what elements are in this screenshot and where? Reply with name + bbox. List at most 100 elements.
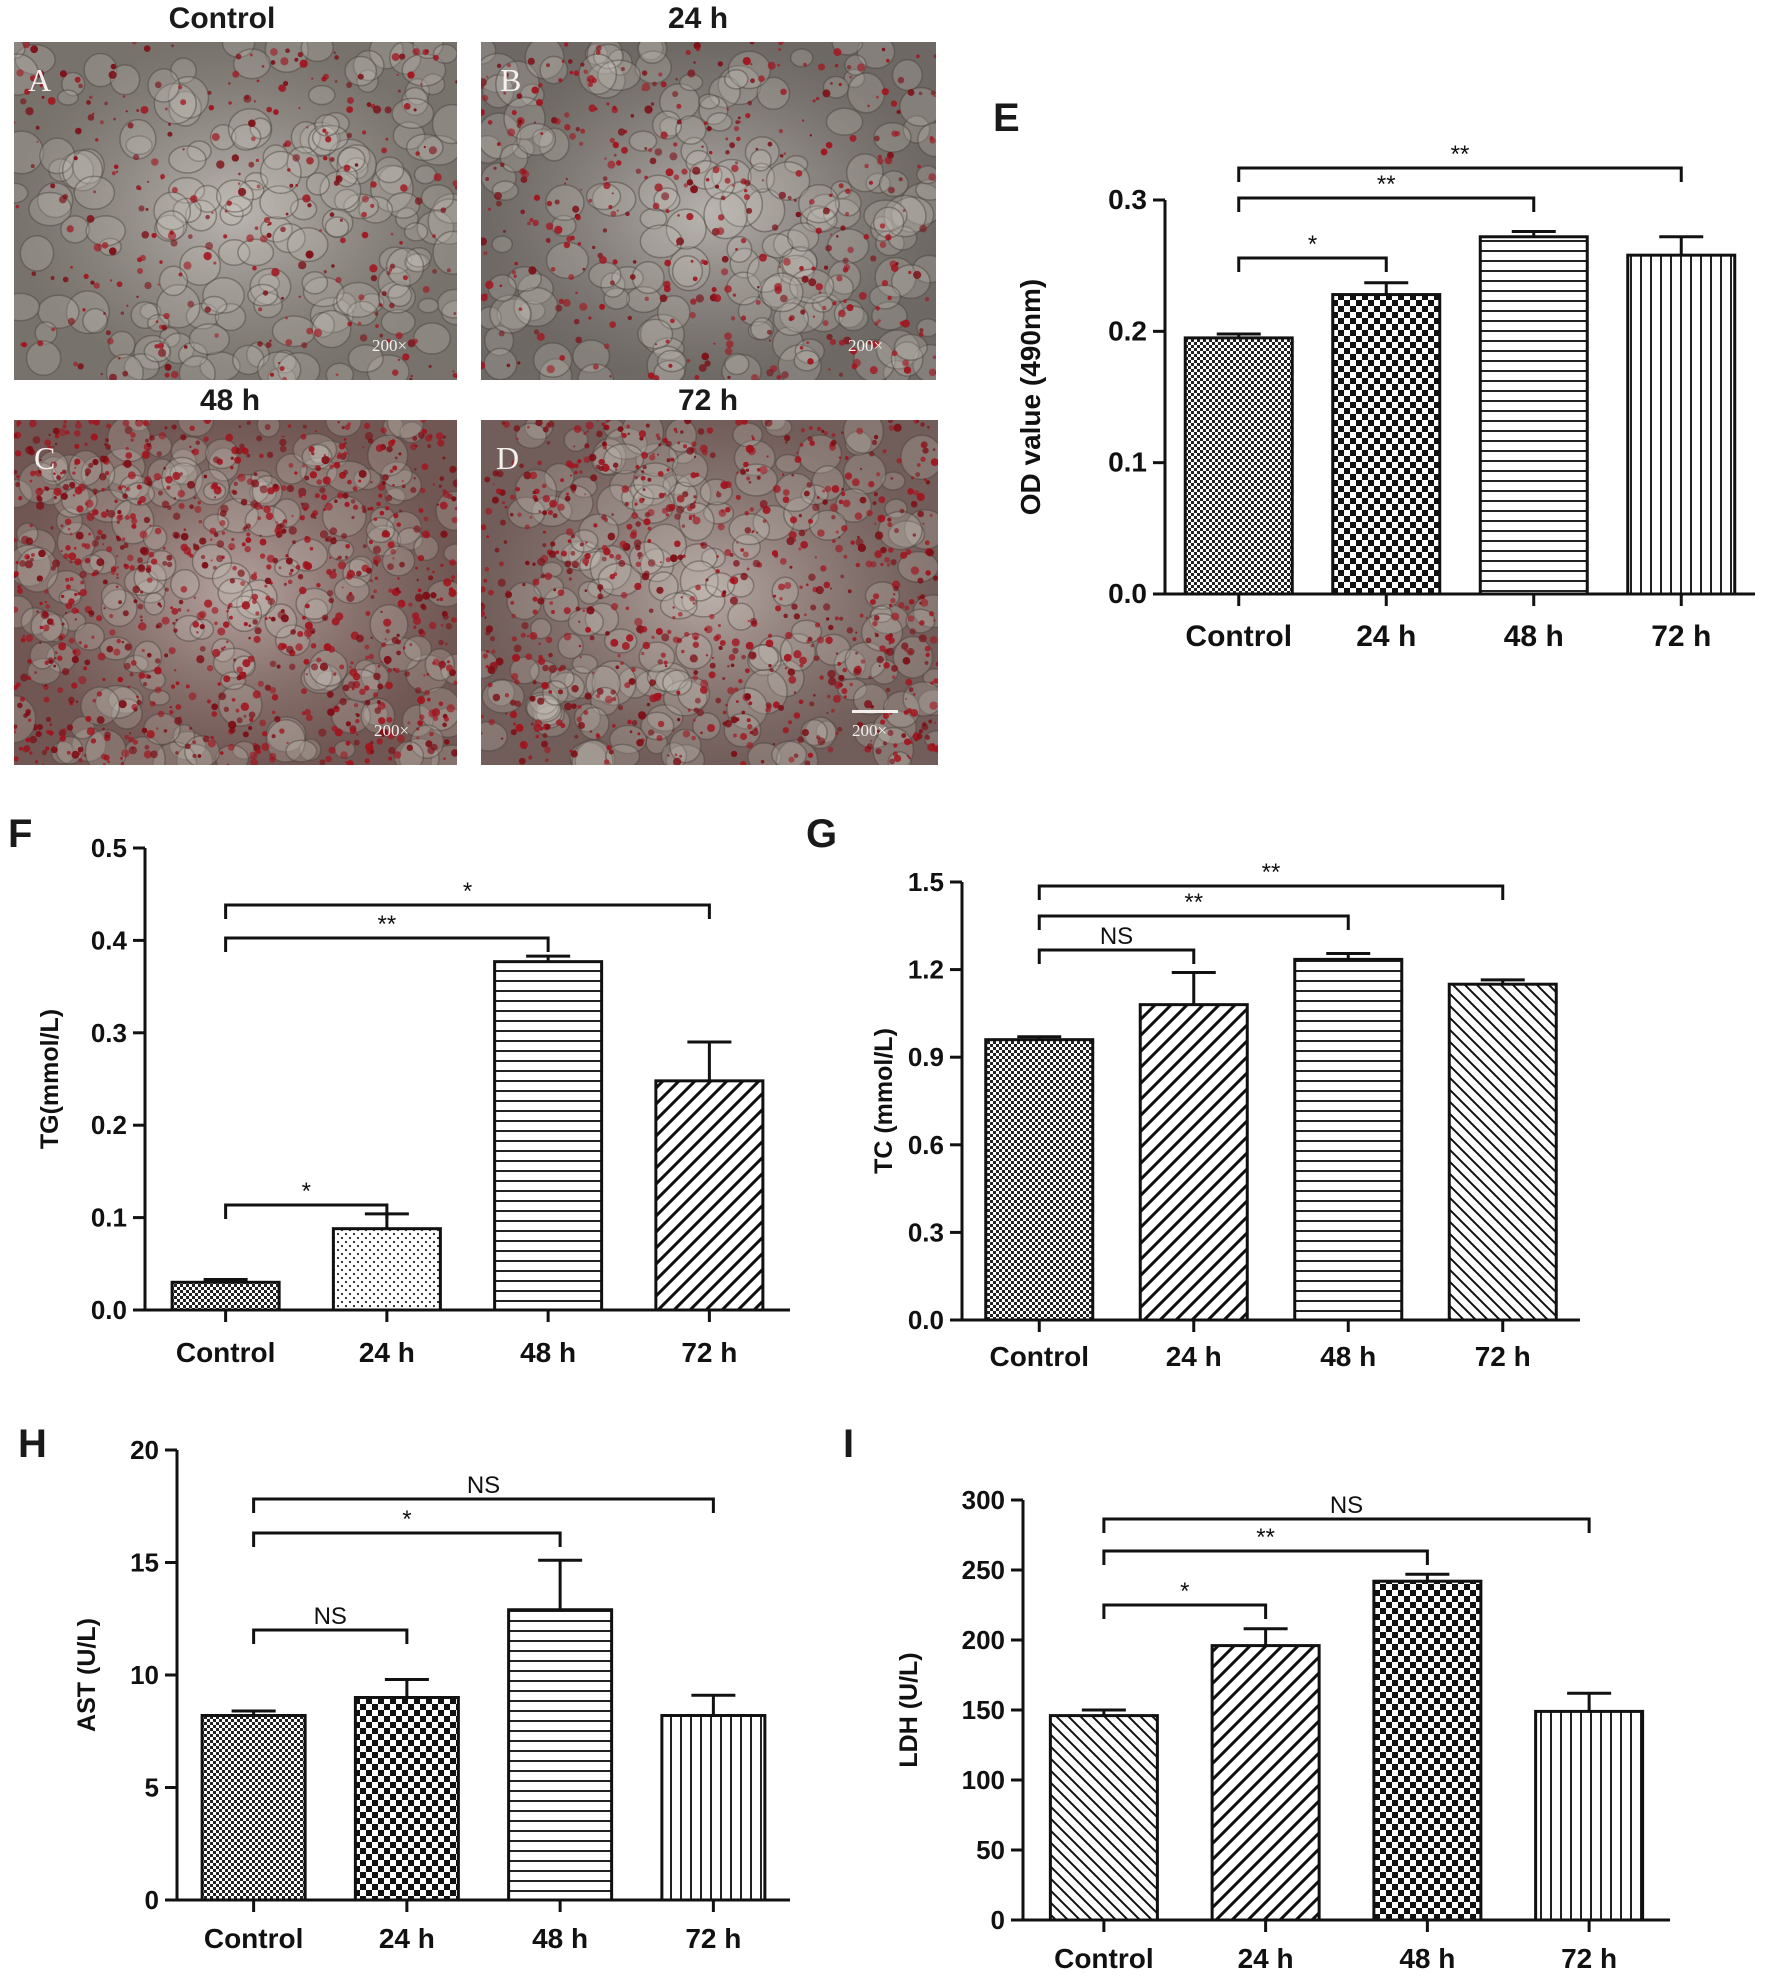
bar: [1478, 235, 1589, 596]
significance-bracket: [252, 1497, 715, 1513]
chart-g: 0.0 0.3 0.6 0.9 1.2 1.5 TC (mmol/L) Control 24 h…: [870, 859, 1580, 1372]
bar: [507, 1608, 614, 1902]
y-tick-label: 0.5: [91, 833, 127, 863]
y-axis-label: OD value (490nm): [1015, 279, 1046, 516]
panel-letter-e: E: [993, 96, 1020, 140]
significance-label: NS: [1330, 1492, 1363, 1519]
bar: [1138, 1003, 1249, 1322]
y-tick-label: 200: [962, 1625, 1005, 1655]
significance-label: *: [463, 878, 472, 905]
bar: [1048, 1714, 1159, 1922]
y-tick-label: 0.4: [91, 925, 128, 955]
y-tick-label: 0.0: [908, 1305, 944, 1335]
x-tick-label: 72 h: [681, 1337, 737, 1368]
significance-bracket: [1037, 914, 1350, 930]
y-tick-label: 20: [130, 1435, 159, 1465]
y-tick-label: 50: [976, 1835, 1005, 1865]
bar: [200, 1714, 307, 1902]
significance-label: **: [1256, 1524, 1275, 1551]
significance-bracket: [1237, 166, 1683, 182]
x-tick-label: 72 h: [1651, 620, 1711, 653]
bar: [660, 1714, 767, 1902]
x-tick-label: Control: [176, 1337, 276, 1368]
significance-bracket: [224, 903, 711, 919]
y-tick-label: 10: [130, 1660, 159, 1690]
micrograph-c: [14, 420, 457, 765]
x-tick-label: 24 h: [379, 1923, 435, 1954]
significance-bracket: [1102, 1549, 1429, 1565]
micrograph-letter-b: B: [500, 62, 522, 98]
bar: [331, 1227, 442, 1312]
scale-bar: [852, 710, 898, 713]
chart-f: 0.0 0.1 0.2 0.3 0.4 0.5 TG(mmol/L) Control 24 h 4…: [36, 833, 790, 1368]
significance-label: **: [378, 911, 397, 938]
panel-letter-h: H: [18, 1422, 47, 1466]
x-tick-label: 72 h: [685, 1923, 741, 1954]
bar: [1534, 1709, 1645, 1922]
significance-bracket: [1237, 196, 1536, 212]
significance-bracket: [252, 1628, 409, 1644]
bar: [1331, 293, 1442, 596]
significance-label: *: [402, 1506, 411, 1533]
significance-label: *: [1180, 1578, 1189, 1605]
y-tick-label: 0.6: [908, 1130, 944, 1160]
y-tick-label: 0.2: [91, 1110, 127, 1140]
significance-label: NS: [1100, 923, 1133, 950]
y-tick-label: 0.1: [91, 1203, 127, 1233]
chart-e: 0.0 0.1 0.2 0.3 OD value (490nm) Control 24 h 4…: [1015, 141, 1755, 653]
significance-bracket: [224, 936, 550, 952]
significance-label: NS: [314, 1603, 347, 1630]
y-tick-label: 0.9: [908, 1042, 944, 1072]
y-tick-label: 300: [962, 1485, 1005, 1515]
significance-label: *: [302, 1178, 311, 1205]
y-tick-label: 0.3: [908, 1217, 944, 1247]
x-tick-label: 48 h: [1320, 1341, 1376, 1372]
y-tick-label: 150: [962, 1695, 1005, 1725]
x-tick-label: 24 h: [1356, 620, 1416, 653]
significance-bracket: [1037, 884, 1505, 900]
y-tick-label: 5: [145, 1773, 159, 1803]
x-tick-label: 48 h: [1504, 620, 1564, 653]
y-tick-label: 100: [962, 1765, 1005, 1795]
significance-label: **: [1262, 859, 1281, 886]
x-tick-label: Control: [1185, 620, 1292, 653]
panel-letter-f: F: [8, 812, 33, 856]
micrograph-title-a: Control: [168, 2, 276, 35]
y-tick-label: 0: [991, 1905, 1005, 1935]
x-tick-label: Control: [1054, 1943, 1154, 1974]
x-tick-label: 72 h: [1475, 1341, 1531, 1372]
significance-label: **: [1377, 171, 1396, 198]
significance-bracket: [224, 1203, 389, 1219]
significance-bracket: [1037, 948, 1196, 964]
chart-i: 0 50 100 150 200 250 300 LDH (U/L) Control 24 h 48…: [895, 1485, 1670, 1974]
micrograph-d: [481, 420, 938, 765]
significance-label: **: [1451, 141, 1470, 168]
bar: [984, 1038, 1095, 1322]
micrograph-letter-c: C: [34, 440, 56, 476]
bar: [1210, 1644, 1321, 1922]
bar: [170, 1280, 281, 1312]
y-tick-label: 0.3: [91, 1018, 127, 1048]
micrograph-letter-d: D: [496, 440, 520, 476]
micrograph-letter-a: A: [28, 62, 52, 98]
magnification-label-c: 200×: [374, 721, 410, 740]
micrograph-title-b: 24 h: [667, 2, 729, 35]
y-tick-label: 1.2: [908, 955, 944, 985]
magnification-label-a: 200×: [372, 336, 408, 355]
bar: [654, 1079, 765, 1312]
panel-letter-g: G: [806, 812, 838, 856]
x-tick-label: 24 h: [1166, 1341, 1222, 1372]
bar: [1183, 336, 1294, 596]
bar: [1626, 253, 1737, 596]
chart-h: 0 5 10 15 20 AST (U/L) Control 24 h 48 h 72 h NS * N…: [73, 1435, 790, 1954]
micrograph-a: [14, 42, 457, 380]
y-tick-label: 250: [962, 1555, 1005, 1585]
y-tick-label: 0.1: [1108, 447, 1147, 478]
x-tick-label: 48 h: [1399, 1943, 1455, 1974]
bar: [1372, 1579, 1483, 1922]
significance-label: **: [1184, 889, 1203, 916]
magnification-label-b: 200×: [848, 336, 884, 355]
bar: [1293, 957, 1404, 1322]
panel-letter-i: I: [843, 1422, 855, 1466]
